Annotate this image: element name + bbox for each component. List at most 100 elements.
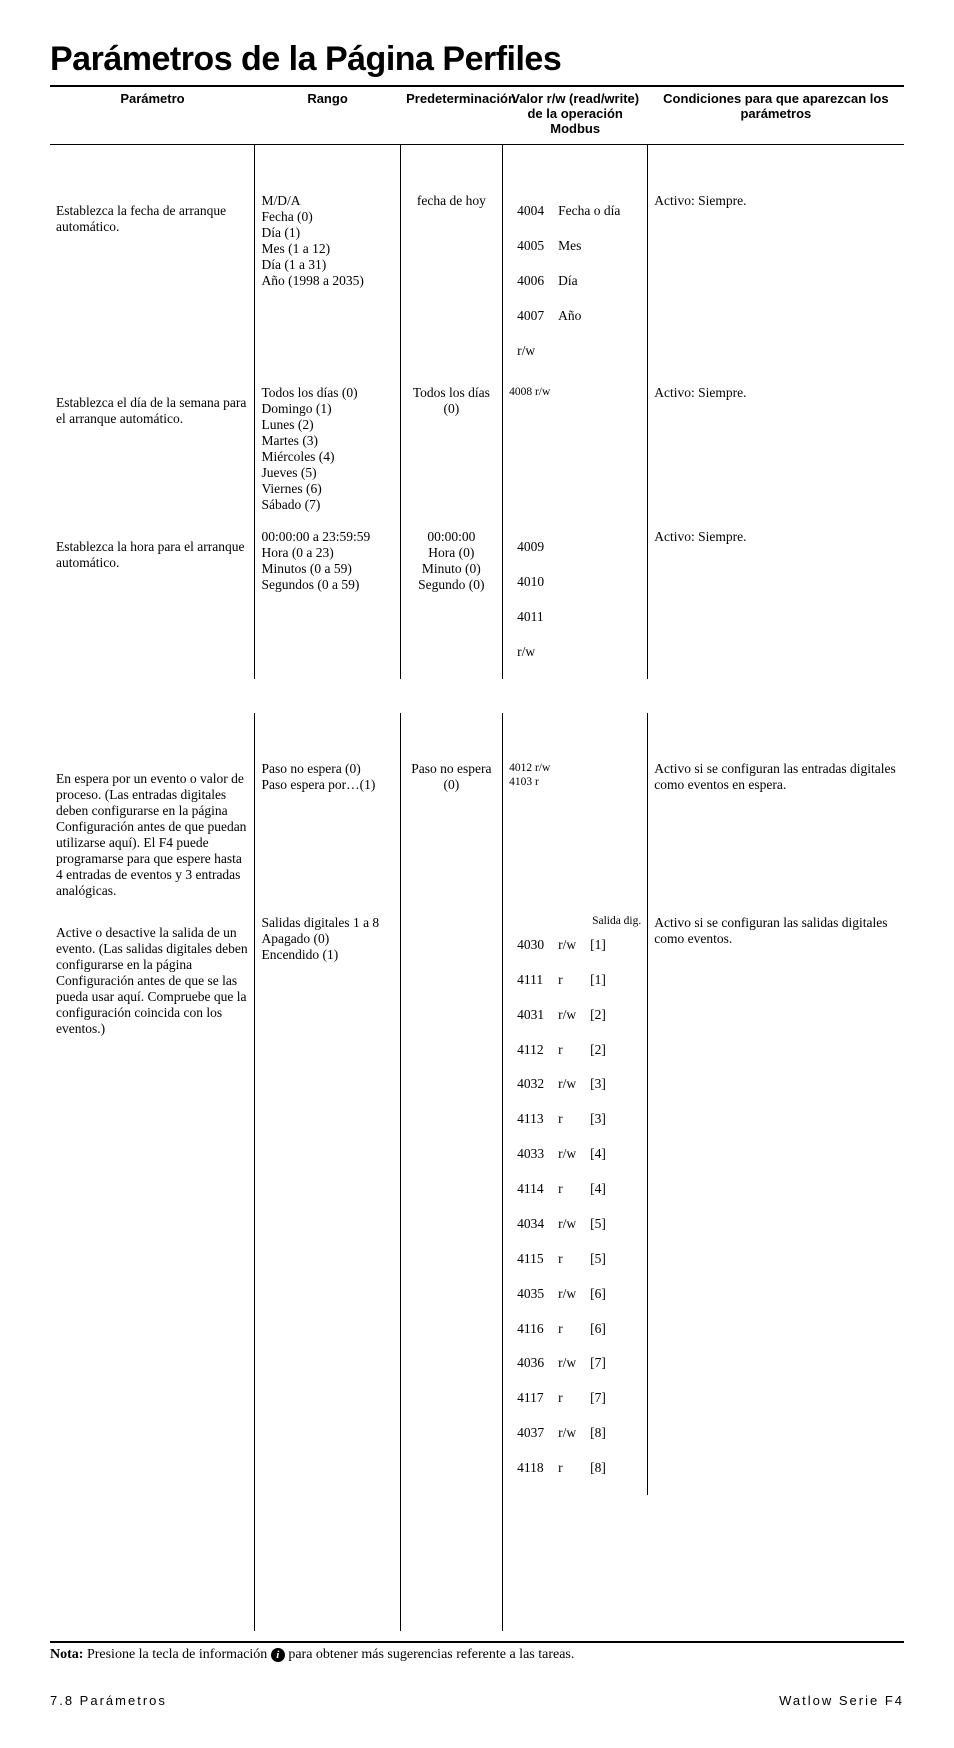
modbus-cell: 4030 <box>511 929 550 962</box>
modbus-cell: r/w <box>511 636 550 669</box>
modbus-cell: r/w <box>552 929 582 962</box>
modbus-cell: 4115 <box>511 1243 550 1276</box>
modbus-cell: 4036 <box>511 1347 550 1380</box>
modbus-cell: 4031 <box>511 999 550 1032</box>
modbus-cell: [4] <box>584 1138 612 1171</box>
table-row: Active o desactive la salida de un event… <box>50 907 904 1495</box>
cell-param: Establezca la fecha de arranque automáti… <box>50 185 255 377</box>
modbus-cell: [2] <box>584 1034 612 1067</box>
modbus-cell <box>552 335 626 368</box>
modbus-cell: r <box>552 1173 582 1206</box>
modbus-cell: Mes <box>552 230 626 263</box>
note-label: Nota: <box>50 1647 83 1662</box>
info-icon: i <box>271 1648 285 1662</box>
modbus-cell: 4011 <box>511 601 550 634</box>
col-parametro: Parámetro <box>50 86 255 145</box>
footer-left: 7.8 Parámetros <box>50 1693 167 1708</box>
cell-pred: 00:00:00 Hora (0) Minuto (0) Segundo (0) <box>400 521 502 679</box>
modbus-cell: [8] <box>584 1417 612 1450</box>
cell-rango: M/D/A Fecha (0) Día (1) Mes (1 a 12) Día… <box>255 185 400 377</box>
cell-rango: 00:00:00 a 23:59:59 Hora (0 a 23) Minuto… <box>255 521 400 679</box>
modbus-text: 4008 r/w <box>509 385 641 399</box>
modbus-cell: r/w <box>511 335 550 368</box>
cell-pred: Paso no espera (0) <box>400 753 502 907</box>
modbus-grid: 4004Fecha o día4005Mes4006Día4007Añor/w <box>509 193 628 369</box>
modbus-cell: 4114 <box>511 1173 550 1206</box>
modbus-cell: r/w <box>552 1417 582 1450</box>
modbus-cell: 4035 <box>511 1278 550 1311</box>
col-predeterminacion: Predeterminación <box>400 86 502 145</box>
modbus-cell: 4037 <box>511 1417 550 1450</box>
modbus-label: Salida dig. <box>509 915 641 927</box>
modbus-cell: [7] <box>584 1347 612 1380</box>
modbus-cell: r <box>552 1243 582 1276</box>
cell-modbus: 4008 r/w <box>503 377 648 521</box>
modbus-grid: 400940104011r/w <box>509 529 566 671</box>
modbus-cell: [6] <box>584 1313 612 1346</box>
modbus-cell: [6] <box>584 1278 612 1311</box>
modbus-cell: r <box>552 1382 582 1415</box>
cell-param: En espera por un evento o valor de proce… <box>50 753 255 907</box>
modbus-cell: Año <box>552 300 626 333</box>
modbus-cell: 4004 <box>511 195 550 228</box>
modbus-cell: r/w <box>552 999 582 1032</box>
cell-cond: Activo si se configuran las entradas dig… <box>648 753 904 907</box>
modbus-cell: r/w <box>552 1068 582 1101</box>
modbus-cell: 4005 <box>511 230 550 263</box>
page-footer: 7.8 Parámetros Watlow Serie F4 <box>50 1693 904 1708</box>
table-row: Establezca el día de la semana para el a… <box>50 377 904 521</box>
modbus-grid: 4030r/w[1]4111r[1]4031r/w[2]4112r[2]4032… <box>509 927 614 1487</box>
table-row: Establezca la hora para el arranque auto… <box>50 521 904 679</box>
cell-cond: Activo: Siempre. <box>648 521 904 679</box>
note: Nota: Presione la tecla de información i… <box>50 1641 904 1663</box>
modbus-cell: [3] <box>584 1068 612 1101</box>
cell-pred <box>400 907 502 1495</box>
modbus-cell: 4116 <box>511 1313 550 1346</box>
modbus-cell: 4118 <box>511 1452 550 1485</box>
col-condiciones: Condiciones para que aparezcan los parám… <box>648 86 904 145</box>
modbus-cell <box>552 566 564 599</box>
modbus-cell: r <box>552 1313 582 1346</box>
cell-cond: Activo: Siempre. <box>648 377 904 521</box>
cell-pred: fecha de hoy <box>400 185 502 377</box>
table-row: Establezca la fecha de arranque automáti… <box>50 185 904 377</box>
modbus-cell: Fecha o día <box>552 195 626 228</box>
cell-param: Active o desactive la salida de un event… <box>50 907 255 1495</box>
modbus-cell: [2] <box>584 999 612 1032</box>
modbus-cell: 4034 <box>511 1208 550 1241</box>
modbus-cell: [1] <box>584 929 612 962</box>
modbus-cell: 4111 <box>511 964 550 997</box>
modbus-cell: 4010 <box>511 566 550 599</box>
cell-modbus: Salida dig.4030r/w[1]4111r[1]4031r/w[2]4… <box>503 907 648 1495</box>
modbus-cell: r <box>552 1034 582 1067</box>
modbus-cell: r <box>552 964 582 997</box>
modbus-cell: [3] <box>584 1103 612 1136</box>
modbus-cell: r <box>552 1103 582 1136</box>
modbus-cell: r/w <box>552 1138 582 1171</box>
modbus-cell: [4] <box>584 1173 612 1206</box>
params-table: Parámetro Rango Predeterminación Valor r… <box>50 85 904 1631</box>
cell-rango: Salidas digitales 1 a 8 Apagado (0) Ence… <box>255 907 400 1495</box>
modbus-cell: 4113 <box>511 1103 550 1136</box>
col-rango: Rango <box>255 86 400 145</box>
modbus-cell <box>552 636 564 669</box>
modbus-cell <box>552 601 564 634</box>
cell-rango: Todos los días (0) Domingo (1) Lunes (2)… <box>255 377 400 521</box>
modbus-cell <box>552 531 564 564</box>
modbus-cell: [7] <box>584 1382 612 1415</box>
col-modbus: Valor r/w (read/write) de la operación M… <box>503 86 648 145</box>
modbus-cell: [5] <box>584 1208 612 1241</box>
modbus-cell: r/w <box>552 1347 582 1380</box>
modbus-cell: 4006 <box>511 265 550 298</box>
modbus-cell: 4032 <box>511 1068 550 1101</box>
table-header-row: Parámetro Rango Predeterminación Valor r… <box>50 86 904 145</box>
cell-rango: Paso no espera (0) Paso espera por…(1) <box>255 753 400 907</box>
cell-pred: Todos los días (0) <box>400 377 502 521</box>
modbus-cell: 4009 <box>511 531 550 564</box>
modbus-cell: r <box>552 1452 582 1485</box>
cell-cond: Activo: Siempre. <box>648 185 904 377</box>
modbus-cell: Día <box>552 265 626 298</box>
modbus-cell: [8] <box>584 1452 612 1485</box>
note-text-1: Presione la tecla de información <box>83 1647 270 1662</box>
modbus-cell: 4033 <box>511 1138 550 1171</box>
